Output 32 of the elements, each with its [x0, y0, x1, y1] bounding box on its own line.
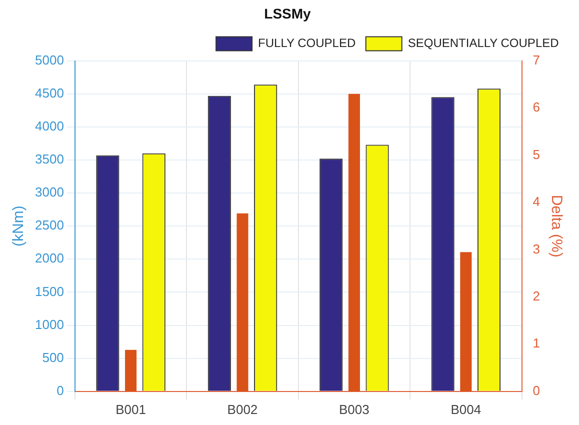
y-tick-label: 0 — [56, 382, 64, 398]
y2-tick-label: 6 — [532, 100, 540, 115]
y-tick-label: 2500 — [35, 218, 64, 233]
y2-tick-label: 7 — [532, 52, 540, 68]
y2-tick-label: 5 — [532, 146, 540, 162]
y-tick-label: 1000 — [35, 316, 64, 332]
y2-tick-label: 1 — [532, 336, 540, 351]
x-tick-label: B003 — [339, 402, 370, 417]
bar — [348, 94, 360, 392]
y-tick-label: 500 — [42, 350, 64, 365]
y-axis-title: (kNm) — [10, 206, 28, 247]
y-tick-label: 4500 — [35, 85, 64, 100]
legend-label: FULLY COUPLED — [258, 36, 356, 50]
y2-tick-label: 0 — [532, 382, 540, 398]
y2-axis-title: Delta (%) — [548, 194, 565, 258]
x-tick-label: B004 — [450, 402, 482, 417]
y-tick-label: 3000 — [35, 184, 64, 200]
y2-tick-label: 3 — [532, 241, 540, 256]
x-tick-label: B002 — [227, 402, 258, 417]
bar — [460, 252, 472, 392]
x-tick-label: B001 — [116, 402, 146, 417]
legend-label: SEQUENTIALLY COUPLED — [408, 36, 560, 50]
y2-tick-label: 2 — [532, 288, 540, 304]
bar — [125, 350, 137, 392]
y2-tick-label: 4 — [532, 194, 540, 210]
y-tick-label: 4000 — [35, 118, 64, 134]
chart-title: LSSMy — [264, 5, 312, 22]
y-tick-label: 5000 — [35, 52, 64, 68]
bar — [236, 213, 248, 392]
y-tick-label: 3500 — [35, 152, 64, 167]
y-tick-label: 1500 — [35, 284, 64, 299]
y-tick-label: 2000 — [35, 250, 64, 266]
